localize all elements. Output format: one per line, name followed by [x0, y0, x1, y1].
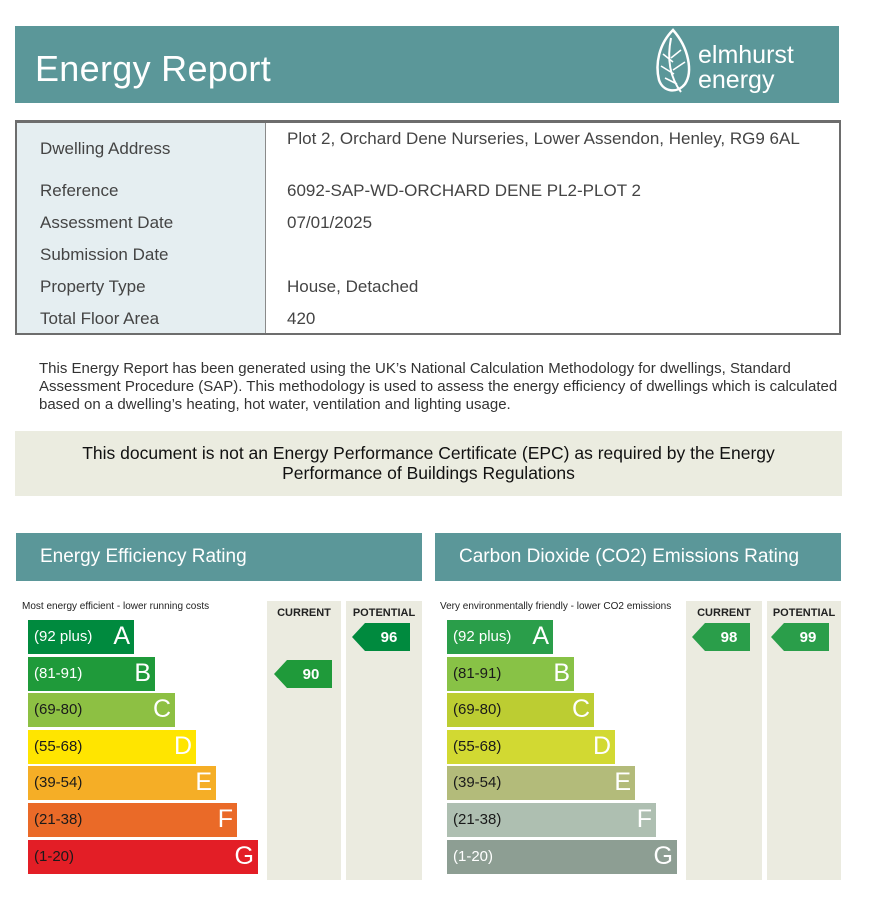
value-assessment-date: 07/01/2025	[287, 213, 373, 232]
co2-band-a: (92 plus) A	[447, 620, 553, 654]
ee-band-b: (81-91) B	[28, 656, 155, 691]
co2-band-range: (21-38)	[453, 811, 502, 828]
energy-efficiency-title: Energy Efficiency Rating	[40, 546, 247, 567]
co2-band-letter: G	[653, 841, 673, 870]
ee-current-column	[267, 601, 341, 880]
info-label-column	[17, 123, 266, 333]
ee-band-range: (1-20)	[34, 847, 75, 865]
co2-band-letter: A	[532, 622, 549, 650]
page-title: Energy Report	[35, 48, 272, 89]
logo-text-elmhurst: elmhurst	[698, 41, 794, 69]
ee-current-rating-arrow-shape	[274, 659, 332, 688]
report-header: Energy Report elmhurst energy	[15, 26, 839, 103]
co2-band-letter: F	[636, 805, 652, 833]
label-dwelling-address: Dwelling Address	[40, 139, 171, 158]
co2-band-g: (1-20) G	[447, 839, 677, 874]
ee-band-letter: D	[173, 731, 192, 760]
co2-band-f: (21-38) F	[447, 803, 656, 837]
co2-band-range: (1-20)	[453, 847, 494, 865]
label-reference: Reference	[40, 181, 119, 200]
ee-potential-rating-arrow-value: 96	[380, 629, 398, 646]
co2-current-rating-arrow-shape	[692, 623, 750, 651]
leaf-icon	[656, 28, 691, 93]
co2-band-range: (81-91)	[453, 664, 502, 682]
ee-current-rating-arrow-value: 90	[302, 665, 320, 683]
ee-band-f: (21-38) F	[28, 803, 237, 837]
co2-band-d: (55-68) D	[447, 729, 615, 764]
ee-potential-rating-arrow: 96	[352, 623, 410, 651]
co2-band-range: (92 plus)	[453, 628, 512, 645]
co2-emissions-header: Carbon Dioxide (CO2) Emissions Rating	[435, 533, 841, 581]
ee-band-c: (69-80) C	[28, 693, 175, 728]
co2-band-letter: C	[571, 695, 590, 724]
ee-band-d: (55-68) D	[28, 729, 196, 764]
logo-text-energy: energy	[698, 66, 775, 94]
ee-band-range: (39-54)	[34, 774, 83, 792]
co2-potential-rating-arrow-shape	[771, 623, 829, 651]
value-reference: 6092-SAP-WD-ORCHARD DENE PL2-PLOT 2	[287, 181, 641, 200]
ee-current-heading: CURRENT	[277, 607, 331, 619]
energy-efficiency-header: Energy Efficiency Rating	[16, 533, 422, 581]
co2-band-b: (81-91) B	[447, 656, 574, 691]
ee-band-range: (55-68)	[34, 737, 83, 755]
ee-band-letter: F	[217, 805, 233, 833]
ee-potential-heading: POTENTIAL	[352, 607, 416, 619]
ee-band-range: (92 plus)	[34, 628, 93, 645]
label-total-floor-area: Total Floor Area	[40, 309, 160, 328]
epc-notice-text: This document is not an Energy Performan…	[82, 443, 775, 483]
value-dwelling-address: Plot 2, Orchard Dene Nurseries, Lower As…	[287, 129, 800, 148]
co2-emissions-title: Carbon Dioxide (CO2) Emissions Rating	[459, 546, 800, 567]
ee-band-letter: E	[195, 768, 212, 797]
co2-band-c: (69-80) C	[447, 693, 594, 728]
ee-band-letter: A	[113, 622, 130, 650]
label-submission-date: Submission Date	[40, 245, 169, 264]
co2-band-letter: B	[553, 658, 570, 687]
value-total-floor-area: 420	[287, 309, 316, 328]
ee-band-range: (81-91)	[34, 664, 83, 682]
co2-potential-rating-arrow: 99	[771, 623, 829, 651]
co2-potential-heading: POTENTIAL	[772, 607, 836, 619]
co2-band-range: (69-80)	[453, 701, 502, 719]
co2-potential-rating-arrow-value: 99	[799, 629, 817, 646]
elmhurst-logo: elmhurst energy	[653, 28, 833, 100]
value-property-type: House, Detached	[287, 277, 419, 296]
co2-band-e: (39-54) E	[447, 766, 635, 801]
ee-band-g: (1-20) G	[28, 839, 258, 874]
co2-band-letter: D	[592, 731, 611, 760]
ee-band-range: (21-38)	[34, 811, 83, 828]
co2-band-letter: E	[614, 768, 631, 797]
label-property-type: Property Type	[40, 277, 146, 296]
co2-band-range: (55-68)	[453, 737, 502, 755]
label-assessment-date: Assessment Date	[40, 213, 174, 232]
ee-band-letter: B	[134, 658, 151, 687]
co2-emissions-caption: Very environmentally friendly - lower CO…	[440, 601, 672, 612]
co2-current-rating-arrow: 98	[692, 623, 750, 651]
co2-current-rating-arrow-value: 98	[720, 629, 738, 646]
report-description: This Energy Report has been generated us…	[39, 360, 838, 413]
ee-band-letter: G	[234, 841, 254, 870]
ee-band-letter: C	[152, 695, 171, 724]
co2-band-range: (39-54)	[453, 774, 502, 792]
property-info-table: Dwelling Address Plot 2, Orchard Dene Nu…	[15, 120, 841, 335]
ee-band-e: (39-54) E	[28, 766, 216, 801]
co2-current-heading: CURRENT	[697, 607, 751, 619]
epc-notice: This document is not an Energy Performan…	[15, 431, 842, 496]
ee-band-range: (69-80)	[34, 701, 83, 719]
ee-potential-rating-arrow-shape	[352, 623, 410, 651]
ee-current-rating-arrow: 90	[274, 659, 332, 688]
energy-efficiency-caption: Most energy efficient - lower running co…	[22, 601, 210, 612]
ee-band-a: (92 plus) A	[28, 620, 134, 654]
